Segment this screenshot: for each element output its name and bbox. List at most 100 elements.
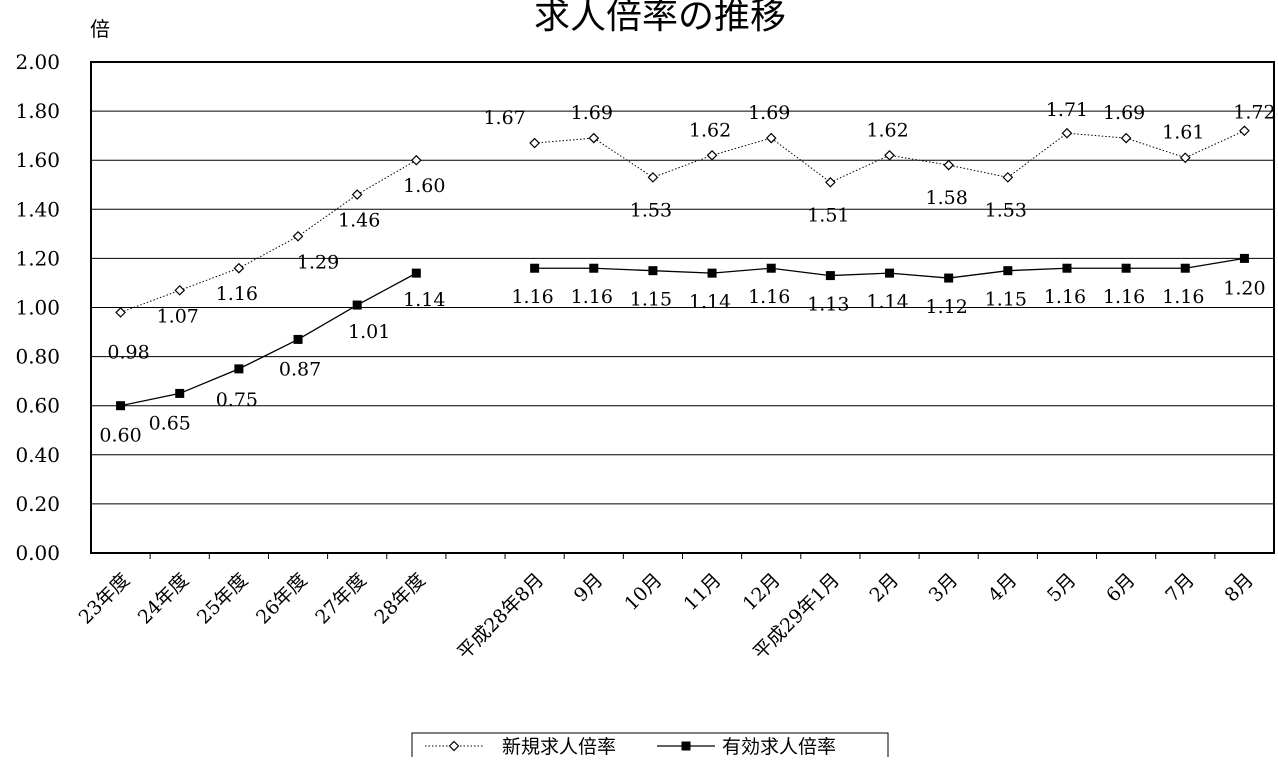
- legend-label-2: 有効求人倍率: [722, 736, 836, 757]
- data-label: 1.62: [689, 119, 731, 141]
- point-series-1: [1061, 127, 1073, 139]
- legend-label-1: 新規求人倍率: [502, 736, 616, 757]
- point-series-1: [765, 132, 777, 144]
- y-axis-unit: 倍: [90, 17, 110, 41]
- data-label: 0.60: [99, 425, 141, 447]
- x-category-label: 11月: [680, 569, 726, 615]
- data-label: 1.07: [157, 305, 199, 327]
- data-label: 1.14: [866, 291, 908, 313]
- point-series-2: [293, 334, 303, 344]
- y-tick-label: 2.00: [15, 50, 60, 74]
- data-label: 1.72: [1233, 102, 1275, 124]
- y-tick-label: 0.80: [15, 345, 60, 369]
- x-category-label: 25年度: [193, 569, 253, 629]
- point-series-1: [233, 262, 245, 274]
- data-label: 1.69: [748, 102, 790, 124]
- point-series-2: [944, 273, 954, 283]
- x-category-label: 12月: [739, 569, 785, 615]
- data-label: 1.69: [571, 102, 613, 124]
- point-series-2: [530, 263, 540, 273]
- point-series-1: [647, 172, 659, 183]
- x-category-label: 4月: [984, 569, 1022, 607]
- data-label: 1.16: [1044, 286, 1086, 308]
- point-series-2: [589, 263, 599, 273]
- data-label: 1.16: [571, 286, 613, 308]
- point-series-2: [1003, 266, 1013, 276]
- data-label: 1.16: [1162, 286, 1204, 308]
- data-label: 1.15: [985, 289, 1027, 311]
- point-series-1: [1239, 125, 1250, 137]
- point-series-2: [825, 271, 835, 281]
- series-layer: [115, 125, 1250, 411]
- point-series-2: [1239, 253, 1249, 263]
- x-category-label: 9月: [570, 569, 608, 607]
- data-label: 1.16: [748, 286, 790, 308]
- point-series-2: [648, 266, 658, 276]
- x-category-label: 平成28年8月: [453, 569, 548, 664]
- data-label: 1.14: [403, 289, 445, 311]
- data-label: 1.29: [297, 251, 339, 273]
- data-label: 1.60: [403, 175, 445, 197]
- point-series-1: [943, 159, 955, 171]
- point-series-2: [1180, 263, 1190, 273]
- data-label: 0.75: [216, 389, 258, 411]
- point-series-2: [234, 364, 244, 374]
- point-series-2: [1062, 263, 1072, 273]
- point-series-2: [116, 401, 126, 411]
- data-label: 1.01: [348, 321, 390, 343]
- data-label: 1.69: [1103, 102, 1145, 124]
- data-label: 1.12: [926, 296, 968, 318]
- point-series-2: [766, 263, 776, 273]
- point-series-2: [175, 388, 185, 398]
- y-tick-label: 1.00: [15, 296, 60, 320]
- data-label: 1.71: [1046, 99, 1088, 121]
- grid-layer: [91, 61, 1274, 505]
- point-series-1: [1179, 152, 1191, 164]
- x-category-label: 5月: [1043, 569, 1081, 607]
- series-line-2: [120, 272, 417, 407]
- data-label: 1.16: [1103, 286, 1145, 308]
- x-category-label: 26年度: [252, 569, 312, 629]
- x-category-label: 7月: [1161, 569, 1199, 607]
- point-series-2: [411, 268, 421, 278]
- data-label: 1.46: [338, 210, 380, 232]
- data-label: 1.61: [1162, 122, 1204, 144]
- point-series-2: [352, 300, 362, 310]
- point-series-1: [410, 154, 422, 166]
- series-line-1: [120, 159, 417, 313]
- point-series-1: [174, 284, 186, 296]
- point-series-2: [1121, 263, 1131, 273]
- point-series-1: [825, 176, 836, 188]
- point-series-1: [1002, 172, 1014, 183]
- data-label: 1.16: [216, 283, 258, 305]
- data-label: 1.62: [866, 119, 908, 141]
- data-label: 0.87: [279, 358, 321, 380]
- legend: 新規求人倍率 有効求人倍率: [411, 732, 889, 760]
- data-label: 0.98: [107, 341, 149, 363]
- data-label: 1.53: [630, 199, 672, 221]
- legend-marker-1: [448, 740, 460, 752]
- legend-box: [411, 732, 889, 760]
- x-category-label: 23年度: [75, 569, 135, 629]
- data-label: 1.20: [1223, 277, 1265, 299]
- x-category-label: 2月: [866, 569, 904, 607]
- y-tick-label: 0.00: [15, 541, 60, 565]
- y-tick-label: 0.40: [15, 443, 60, 467]
- y-tick-label: 1.60: [15, 148, 60, 172]
- point-series-1: [529, 137, 540, 149]
- y-tick-label: 0.20: [15, 492, 60, 516]
- legend-marker-2: [681, 741, 691, 751]
- data-label: 1.16: [511, 286, 553, 308]
- data-label-layer: 0.98 1.07 1.16 1.29 1.46 1.60 1.67 1.69 1.53 1.62…: [99, 99, 1275, 447]
- y-tick-label: 1.40: [15, 197, 60, 221]
- x-category-label: 10月: [620, 569, 666, 615]
- data-label: 1.15: [630, 289, 672, 311]
- point-series-1: [706, 149, 718, 161]
- y-tick-label: 1.80: [15, 99, 60, 123]
- data-label: 0.65: [149, 412, 191, 434]
- data-label: 1.58: [926, 187, 968, 209]
- x-category-label: 24年度: [134, 569, 194, 629]
- data-label: 1.67: [483, 107, 525, 129]
